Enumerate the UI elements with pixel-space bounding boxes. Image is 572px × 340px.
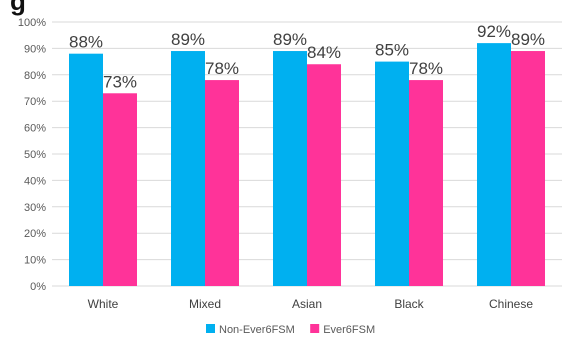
y-tick-label: 20%	[24, 228, 46, 240]
bar	[69, 53, 103, 287]
x-tick-label: Asian	[292, 297, 322, 311]
bar	[171, 51, 205, 286]
y-tick-label: 100%	[18, 17, 46, 29]
bar	[477, 43, 511, 287]
y-tick-label: 0%	[30, 281, 46, 293]
legend-label: Non-Ever6FSM	[219, 324, 295, 336]
data-label: 78%	[205, 59, 239, 78]
legend-label: Ever6FSM	[323, 324, 375, 336]
bar	[205, 80, 239, 286]
bar	[511, 51, 545, 286]
y-tick-label: 30%	[24, 202, 46, 214]
bar	[375, 61, 409, 286]
legend-swatch	[206, 324, 215, 333]
bar	[307, 64, 341, 287]
y-tick-label: 60%	[24, 123, 46, 135]
chart-title: g	[10, 0, 26, 16]
legend-swatch	[310, 324, 320, 333]
x-tick-label: Black	[394, 297, 424, 311]
data-label: 85%	[375, 41, 409, 60]
data-label: 89%	[273, 30, 307, 49]
x-tick-label: Mixed	[189, 297, 221, 311]
data-label: 88%	[69, 33, 103, 52]
bar	[103, 93, 137, 286]
data-label: 73%	[103, 72, 137, 91]
x-tick-label: White	[88, 297, 119, 311]
data-label: 89%	[511, 30, 545, 49]
x-tick-label: Chinese	[489, 297, 533, 311]
bar	[409, 80, 443, 286]
data-label: 84%	[307, 43, 341, 62]
y-tick-label: 90%	[24, 43, 46, 55]
y-tick-label: 80%	[24, 70, 46, 82]
y-tick-label: 70%	[24, 96, 46, 108]
y-tick-label: 10%	[24, 255, 46, 267]
bar	[273, 51, 307, 286]
data-label: 92%	[477, 22, 511, 41]
data-label: 78%	[409, 59, 443, 78]
data-label: 89%	[171, 30, 205, 49]
y-tick-label: 40%	[24, 175, 46, 187]
y-tick-label: 50%	[24, 149, 46, 161]
